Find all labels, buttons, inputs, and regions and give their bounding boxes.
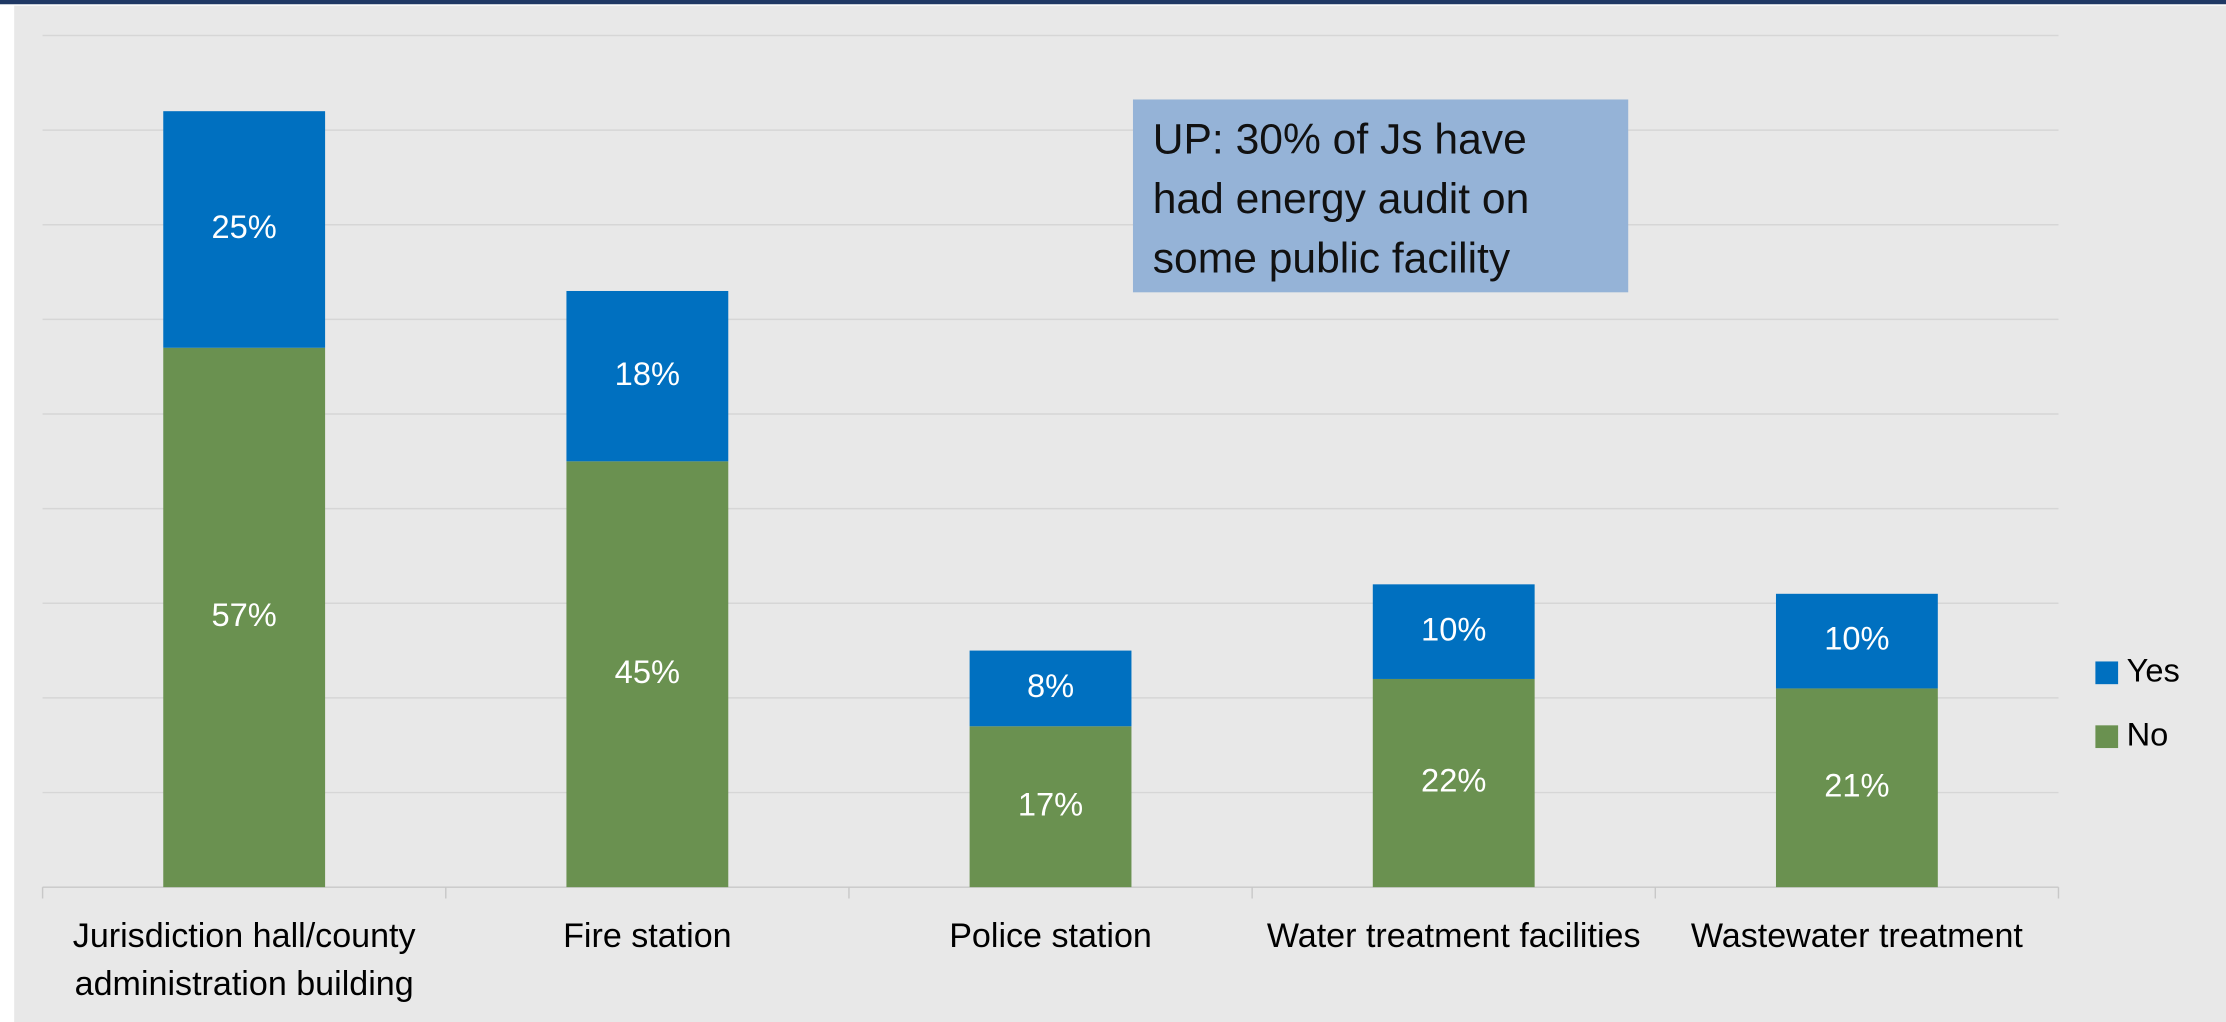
bar-segment <box>163 347 326 888</box>
annotation: UP: 30% of Js have had energy audit on s… <box>1132 99 1629 293</box>
annotation-box: UP: 30% of Js have had energy audit on s… <box>1132 99 1629 293</box>
legend-swatch <box>2095 661 2119 685</box>
bar-segment <box>566 461 729 888</box>
data-label: 17% <box>1018 785 1083 822</box>
x-tick-label: Water treatment facilities <box>1266 916 1641 956</box>
data-label: 18% <box>615 355 680 392</box>
bar-segment <box>1372 584 1535 679</box>
legend-label: Yes <box>2127 651 2180 688</box>
x-tick-label: Jurisdiction hall/county administration … <box>72 916 416 1004</box>
data-label: 45% <box>615 653 680 690</box>
x-tick-label-box: Jurisdiction hall/county administration … <box>72 916 416 1004</box>
x-tick-label-box: Police station <box>949 916 1152 956</box>
data-label: 10% <box>1824 620 1889 657</box>
legend-swatch <box>2095 725 2119 749</box>
x-tick-label-box: Wastewater treatment <box>1690 916 2023 956</box>
x-tick-label-box: Water treatment facilities <box>1266 916 1641 956</box>
bar-segment <box>566 290 729 462</box>
data-label: 57% <box>212 596 277 633</box>
bar-segment <box>969 650 1132 727</box>
data-label: 22% <box>1421 762 1486 799</box>
data-label: 21% <box>1824 766 1889 803</box>
data-label: 8% <box>1027 667 1074 704</box>
legend-label: No <box>2127 715 2169 752</box>
x-tick-label-box: Fire station <box>563 916 732 956</box>
bar-segment <box>969 726 1132 888</box>
bar-segment <box>1775 688 1938 888</box>
data-label: 25% <box>212 208 277 245</box>
data-label: 10% <box>1421 610 1486 647</box>
x-tick-label: Fire station <box>563 916 732 956</box>
x-tick-label: Wastewater treatment <box>1690 916 2023 956</box>
bar-segment <box>1775 593 1938 689</box>
bar-segment <box>1372 678 1535 888</box>
bar-segment <box>163 111 326 348</box>
top-border <box>0 0 2226 5</box>
x-tick-label: Police station <box>949 916 1152 956</box>
